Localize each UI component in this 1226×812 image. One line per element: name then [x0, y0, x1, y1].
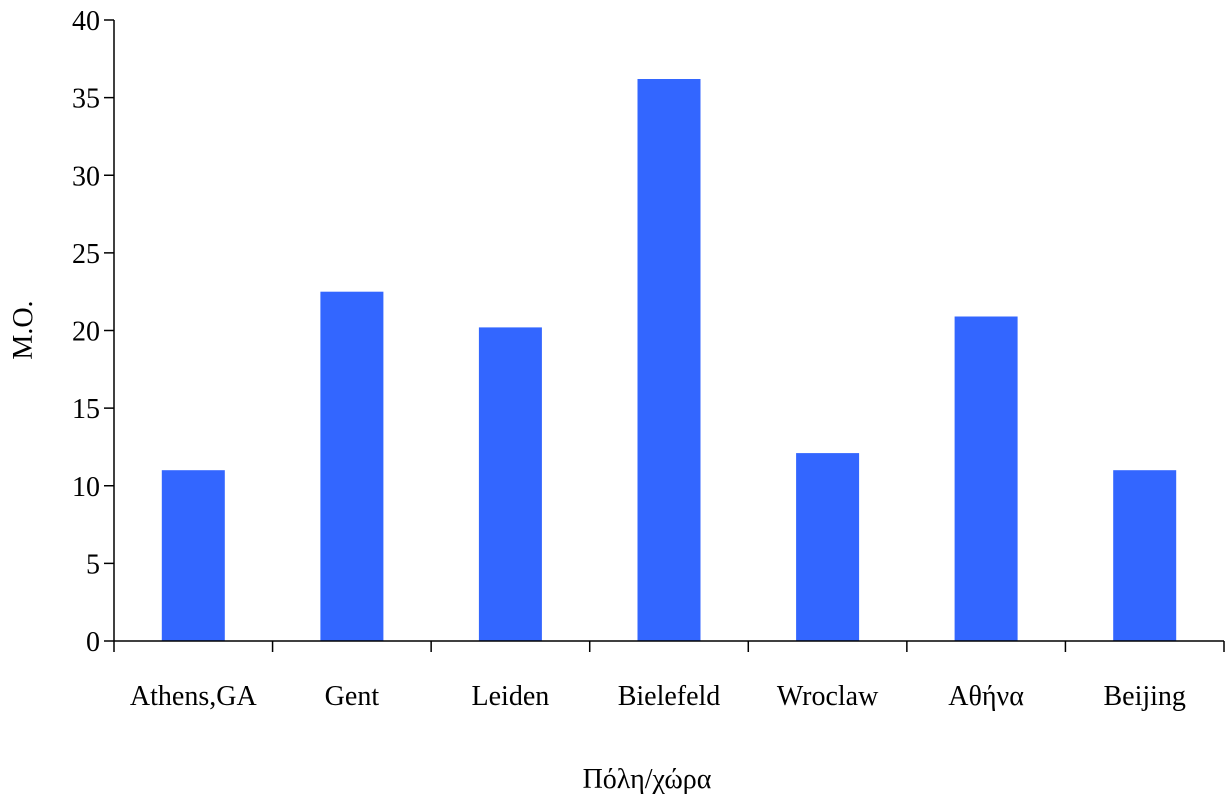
y-tick-label-3: 15: [72, 394, 100, 425]
x-axis-title: Πόλη/χώρα: [583, 764, 712, 795]
y-tick-label-2: 10: [72, 472, 100, 503]
y-tick-label-8: 40: [72, 6, 100, 37]
y-tick-label-7: 35: [72, 84, 100, 115]
bars-layer: [161, 79, 1177, 641]
bar-1: [320, 291, 384, 641]
bar-2: [478, 327, 542, 641]
bar-6: [1113, 470, 1177, 641]
x-tick-label-4: Wroclaw: [777, 681, 879, 712]
x-tick-label-3: Bielefeld: [618, 681, 721, 712]
x-tick-label-1: Gent: [325, 681, 380, 712]
y-tick-label-1: 5: [86, 549, 100, 580]
labels-layer: 0 5 10 15 20 25 30 35 40 Athens,GA Gent Leiden Biele…: [72, 6, 1186, 712]
y-tick-label-6: 30: [72, 161, 100, 192]
y-tick-label-5: 25: [72, 239, 100, 270]
y-tick-label-0: 0: [86, 627, 100, 658]
bar-5: [954, 316, 1018, 641]
x-tick-label-6: Beijing: [1103, 681, 1185, 712]
x-tick-label-0: Athens,GA: [130, 681, 258, 712]
bar-4: [796, 453, 860, 641]
bar-3: [637, 79, 701, 641]
x-tick-label-5: Αθήνα: [948, 681, 1024, 712]
y-axis-title: Μ.Ο.: [8, 300, 39, 359]
y-tick-label-4: 20: [72, 317, 100, 348]
axes-layer: [104, 19, 1225, 652]
bar-0: [161, 470, 225, 641]
x-tick-label-2: Leiden: [472, 681, 550, 712]
